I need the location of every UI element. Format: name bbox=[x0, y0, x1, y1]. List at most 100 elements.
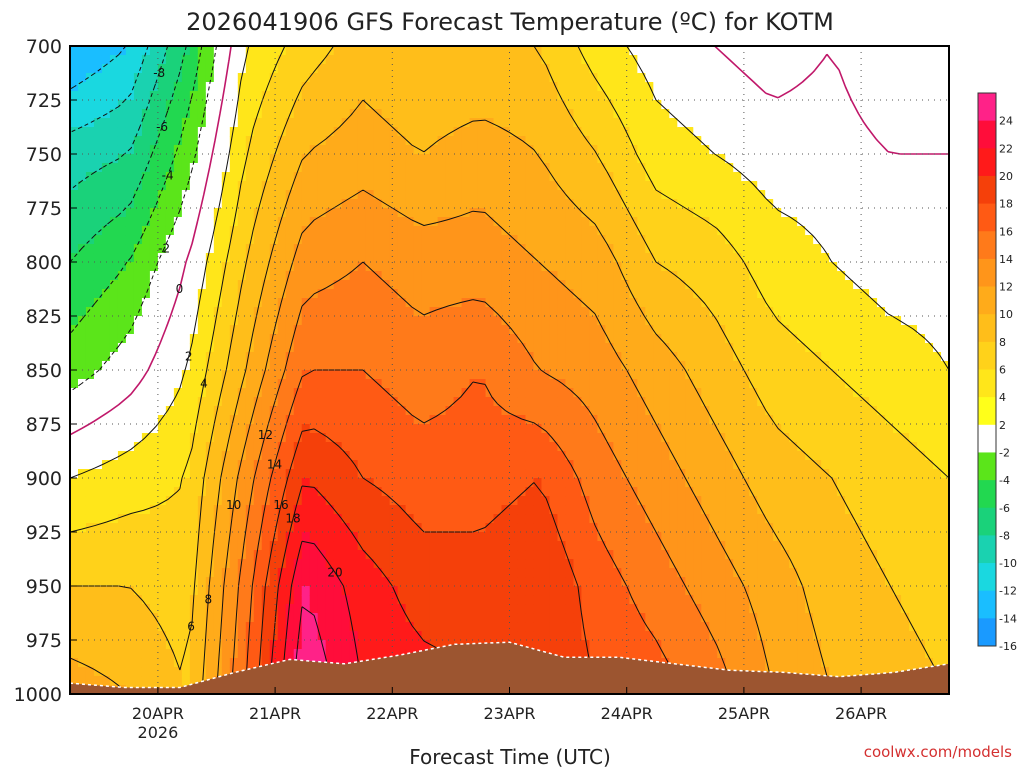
temperature-cell bbox=[181, 325, 191, 335]
temperature-cell bbox=[221, 91, 231, 101]
temperature-cell bbox=[357, 181, 367, 191]
temperature-cell bbox=[517, 496, 527, 506]
temperature-cell bbox=[501, 280, 511, 290]
temperature-cell bbox=[389, 118, 399, 128]
temperature-cell bbox=[565, 73, 575, 83]
temperature-cell bbox=[181, 316, 191, 326]
temperature-cell bbox=[373, 370, 383, 380]
temperature-cell bbox=[509, 64, 519, 74]
temperature-cell bbox=[301, 271, 311, 281]
temperature-cell bbox=[373, 505, 383, 515]
temperature-cell bbox=[101, 289, 111, 299]
temperature-cell bbox=[245, 262, 255, 272]
temperature-cell bbox=[309, 604, 319, 614]
temperature-cell bbox=[509, 460, 519, 470]
temperature-cell bbox=[149, 478, 159, 488]
temperature-cell bbox=[397, 604, 407, 614]
temperature-cell bbox=[93, 415, 103, 425]
temperature-cell bbox=[373, 631, 383, 641]
temperature-cell bbox=[365, 73, 375, 83]
temperature-cell bbox=[285, 613, 295, 623]
temperature-cell bbox=[349, 469, 359, 479]
temperature-cell bbox=[509, 451, 519, 461]
temperature-cell bbox=[405, 82, 415, 92]
temperature-cell bbox=[70, 208, 79, 218]
temperature-cell bbox=[405, 550, 415, 560]
temperature-cell bbox=[341, 541, 351, 551]
temperature-cell bbox=[517, 199, 527, 209]
temperature-cell bbox=[85, 595, 95, 605]
temperature-cell bbox=[333, 109, 343, 119]
temperature-cell bbox=[589, 280, 598, 290]
temperature-cell bbox=[333, 388, 343, 398]
temperature-cell bbox=[597, 523, 606, 533]
temperature-cell bbox=[93, 514, 103, 524]
temperature-cell bbox=[613, 181, 622, 191]
temperature-cell bbox=[525, 451, 535, 461]
temperature-cell bbox=[357, 352, 367, 362]
temperature-cell bbox=[413, 343, 423, 353]
temperature-cell bbox=[101, 334, 111, 344]
temperature-cell bbox=[77, 127, 87, 137]
temperature-cell bbox=[485, 73, 495, 83]
temperature-cell bbox=[469, 235, 479, 245]
temperature-cell bbox=[605, 370, 614, 380]
temperature-cell bbox=[413, 604, 423, 614]
temperature-cell bbox=[477, 559, 487, 569]
temperature-cell bbox=[613, 334, 622, 344]
temperature-cell bbox=[213, 649, 223, 659]
temperature-cell bbox=[469, 199, 479, 209]
temperature-cell bbox=[445, 181, 455, 191]
temperature-cell bbox=[70, 181, 79, 191]
temperature-cell bbox=[70, 280, 79, 290]
temperature-cell bbox=[445, 316, 455, 326]
temperature-cell bbox=[485, 172, 495, 182]
temperature-cell bbox=[421, 325, 431, 335]
temperature-cell bbox=[541, 550, 551, 560]
temperature-cell bbox=[349, 289, 359, 299]
temperature-cell bbox=[165, 523, 175, 533]
temperature-cell bbox=[149, 460, 159, 470]
temperature-cell bbox=[181, 145, 191, 155]
temperature-cell bbox=[533, 91, 543, 101]
temperature-cell bbox=[333, 514, 343, 524]
temperature-cell bbox=[285, 397, 295, 407]
temperature-cell bbox=[317, 91, 327, 101]
temperature-cell bbox=[445, 514, 455, 524]
temperature-cell bbox=[517, 334, 527, 344]
temperature-cell bbox=[117, 91, 127, 101]
temperature-cell bbox=[517, 451, 527, 461]
temperature-cell bbox=[109, 253, 119, 263]
temperature-cell bbox=[85, 190, 95, 200]
temperature-cell bbox=[325, 397, 335, 407]
temperature-cell bbox=[397, 541, 407, 551]
temperature-cell bbox=[245, 145, 255, 155]
temperature-cell bbox=[197, 136, 207, 146]
temperature-cell bbox=[493, 442, 503, 452]
temperature-cell bbox=[501, 577, 511, 587]
temperature-cell bbox=[429, 55, 439, 65]
temperature-cell bbox=[101, 262, 111, 272]
temperature-cell bbox=[445, 226, 455, 236]
temperature-cell bbox=[245, 514, 255, 524]
temperature-cell bbox=[605, 262, 614, 272]
temperature-cell bbox=[277, 361, 287, 371]
temperature-cell bbox=[413, 469, 423, 479]
temperature-cell bbox=[397, 442, 407, 452]
temperature-cell bbox=[597, 109, 606, 119]
temperature-cell bbox=[525, 424, 535, 434]
temperature-cell bbox=[253, 658, 263, 668]
temperature-cell bbox=[77, 361, 87, 371]
temperature-cell bbox=[165, 298, 175, 308]
temperature-cell bbox=[397, 478, 407, 488]
temperature-cell bbox=[70, 577, 79, 587]
temperature-cell bbox=[445, 415, 455, 425]
temperature-cell bbox=[365, 352, 375, 362]
temperature-cell bbox=[581, 397, 591, 407]
temperature-cell bbox=[333, 532, 343, 542]
temperature-cell bbox=[517, 244, 527, 254]
temperature-cell bbox=[509, 262, 519, 272]
temperature-cell bbox=[101, 505, 111, 515]
temperature-cell bbox=[213, 217, 223, 227]
temperature-cell bbox=[70, 55, 79, 65]
